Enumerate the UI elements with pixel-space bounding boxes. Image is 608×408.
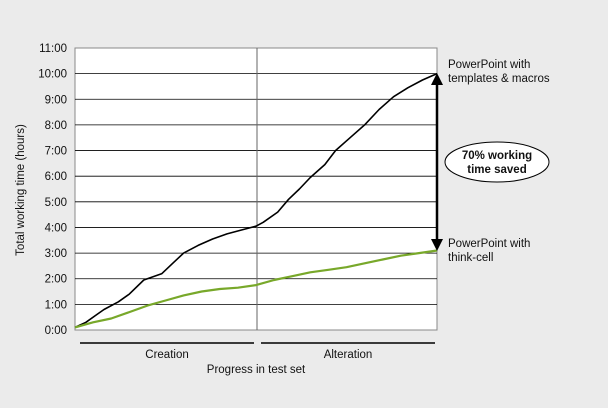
savings-callout-line1: 70% working: [462, 150, 532, 162]
series-label-thinkcell-line2: think-cell: [448, 252, 493, 264]
y-tick-label: 7:00: [45, 146, 67, 158]
series-line-templates: [74, 72, 438, 329]
phase-label-creation: Creation: [145, 349, 188, 361]
phase-label-alteration: Alteration: [324, 349, 373, 361]
series-label-thinkcell: PowerPoint with think-cell: [448, 238, 534, 264]
y-tick-label: 10:00: [38, 69, 67, 81]
y-tick-label: 11:00: [39, 43, 67, 55]
y-tick-label: 2:00: [45, 274, 67, 286]
x-axis-title: Progress in test set: [207, 364, 306, 376]
y-tick-label: 3:00: [45, 248, 67, 260]
y-tick-label: 6:00: [45, 171, 67, 183]
savings-arrow-head-up: [431, 73, 443, 85]
y-tick-label: 9:00: [45, 94, 67, 106]
y-tick-label: 1:00: [45, 299, 67, 311]
plot-area: [74, 47, 438, 331]
series-label-templates-line1: PowerPoint with: [448, 59, 530, 71]
y-tick-label: 8:00: [45, 120, 67, 132]
grid: [75, 73, 437, 305]
y-tick-label: 0:00: [45, 325, 67, 337]
series-line-thinkcell: [74, 249, 438, 329]
savings-callout-bubble: [444, 141, 550, 183]
series-label-thinkcell-line1: PowerPoint with: [448, 238, 530, 250]
y-tick-labels: 0:00 1:00 2:00 3:00 4:00 5:00 6:00 7:00 8:00 9:00…: [38, 43, 67, 337]
series-label-templates: PowerPoint with templates & macros: [448, 59, 550, 85]
y-tick-label: 5:00: [45, 197, 67, 209]
series-group: [74, 72, 438, 329]
y-axis-title: Total working time (hours): [15, 124, 27, 256]
y-tick-label: 4:00: [45, 222, 67, 234]
series-label-templates-line2: templates & macros: [448, 73, 550, 85]
savings-callout-line2: time saved: [467, 164, 526, 176]
savings-arrow-head-down: [431, 239, 443, 251]
